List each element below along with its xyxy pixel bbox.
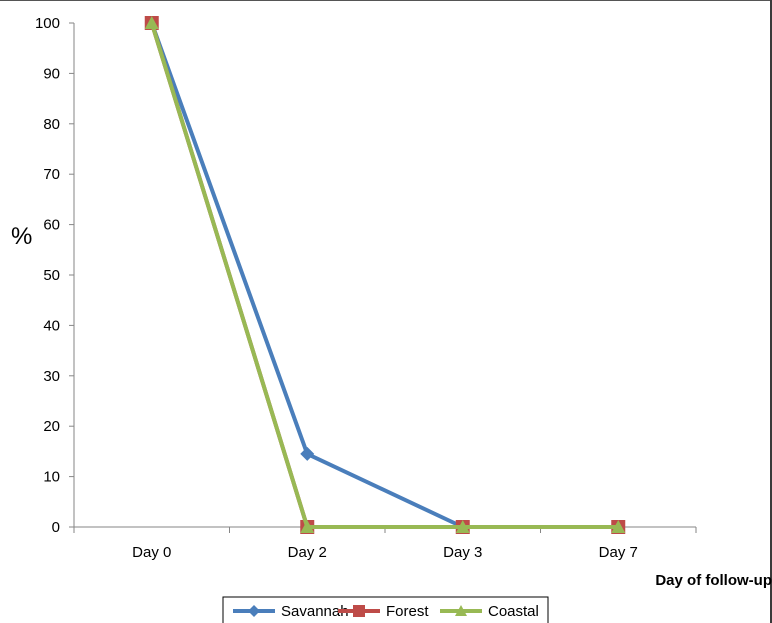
y-tick-label: 10	[43, 469, 60, 486]
y-tick-label: 90	[43, 65, 60, 82]
y-tick-label: 60	[43, 217, 60, 234]
y-tick-label: 100	[35, 15, 60, 32]
legend-label-savannah: Savannah	[281, 603, 349, 620]
y-ticks: 0 10 20 30 40 50 60 70 80 90 100	[35, 15, 74, 536]
series-group	[144, 16, 626, 534]
x-tick-label: Day 0	[132, 544, 171, 561]
x-tick-label: Day 3	[443, 544, 482, 561]
x-ticks: Day 0 Day 2 Day 3 Day 7	[73, 527, 697, 561]
data-point-savannah	[300, 446, 315, 461]
data-point-coastal	[455, 520, 470, 533]
series-line-coastal	[149, 22, 619, 529]
legend-marker-forest	[353, 605, 365, 617]
x-tick-label: Day 7	[599, 544, 638, 561]
legend-marker-savannah	[248, 605, 260, 617]
y-tick-label: 30	[43, 368, 60, 385]
y-tick-label: 20	[43, 418, 60, 435]
data-point-coastal	[611, 520, 626, 533]
series-line-forest	[149, 22, 619, 529]
legend-marker-coastal	[455, 605, 467, 616]
legend-label-forest: Forest	[386, 603, 429, 620]
x-tick-label: Day 2	[288, 544, 327, 561]
y-axis-label: %	[11, 223, 32, 250]
data-point-coastal	[144, 16, 159, 29]
right-border	[770, 0, 772, 623]
y-tick-label: 0	[52, 519, 60, 536]
axes	[73, 23, 696, 528]
y-tick-label: 70	[43, 166, 60, 183]
legend-box	[222, 596, 549, 623]
y-tick-label: 50	[43, 267, 60, 284]
top-border	[0, 0, 772, 1]
x-axis-label: Day of follow-up	[655, 572, 772, 589]
legend: Savannah Forest Coastal	[222, 596, 549, 623]
y-tick-label: 40	[43, 317, 60, 334]
series-line-savannah	[149, 22, 619, 529]
legend-label-coastal: Coastal	[488, 603, 539, 620]
data-point-coastal	[300, 520, 315, 533]
y-tick-label: 80	[43, 116, 60, 133]
